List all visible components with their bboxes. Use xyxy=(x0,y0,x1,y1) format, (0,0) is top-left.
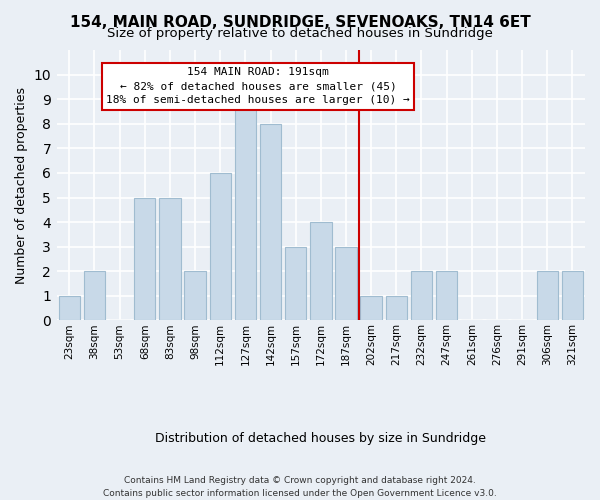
Bar xyxy=(84,272,105,320)
Bar xyxy=(562,272,583,320)
Bar xyxy=(159,198,181,320)
Y-axis label: Number of detached properties: Number of detached properties xyxy=(15,86,28,284)
Bar xyxy=(536,272,558,320)
Bar xyxy=(361,296,382,320)
Bar xyxy=(235,99,256,320)
Bar xyxy=(386,296,407,320)
Bar xyxy=(184,272,206,320)
Text: Contains HM Land Registry data © Crown copyright and database right 2024.
Contai: Contains HM Land Registry data © Crown c… xyxy=(103,476,497,498)
Bar xyxy=(260,124,281,320)
Bar xyxy=(209,173,231,320)
Text: 154, MAIN ROAD, SUNDRIDGE, SEVENOAKS, TN14 6ET: 154, MAIN ROAD, SUNDRIDGE, SEVENOAKS, TN… xyxy=(70,15,530,30)
Bar xyxy=(59,296,80,320)
Bar xyxy=(134,198,155,320)
Bar xyxy=(335,246,357,320)
X-axis label: Distribution of detached houses by size in Sundridge: Distribution of detached houses by size … xyxy=(155,432,487,445)
Bar xyxy=(411,272,432,320)
Text: 154 MAIN ROAD: 191sqm
← 82% of detached houses are smaller (45)
18% of semi-deta: 154 MAIN ROAD: 191sqm ← 82% of detached … xyxy=(106,67,410,105)
Bar xyxy=(310,222,332,320)
Text: Size of property relative to detached houses in Sundridge: Size of property relative to detached ho… xyxy=(107,28,493,40)
Bar xyxy=(285,246,307,320)
Bar xyxy=(436,272,457,320)
